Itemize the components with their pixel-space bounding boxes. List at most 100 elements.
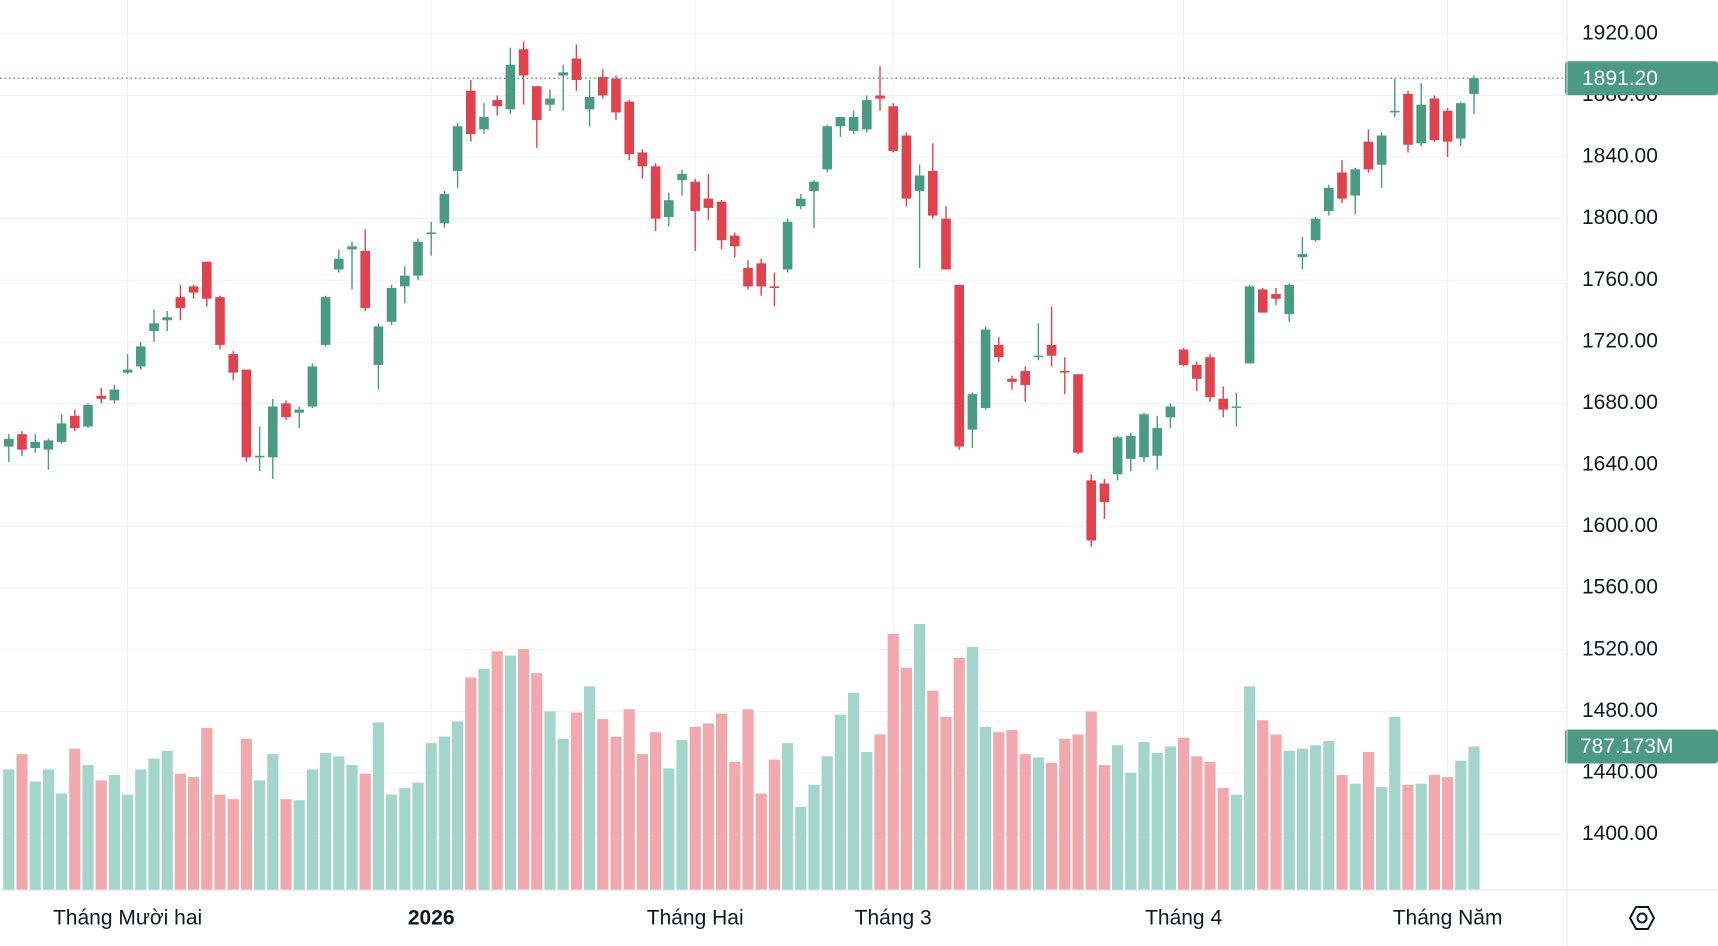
settings-icon[interactable]: [1628, 906, 1656, 930]
volume-bar: [821, 756, 833, 890]
x-tick-label: Tháng Mười hai: [53, 907, 202, 930]
volume-bar: [1257, 720, 1269, 890]
volume-bar: [980, 726, 992, 890]
volume-bar: [1006, 730, 1018, 890]
volume-bar: [1455, 760, 1467, 890]
volume-bar: [280, 799, 292, 890]
volume-bar: [293, 800, 305, 890]
candle-body: [1165, 406, 1176, 418]
candle-body: [848, 117, 859, 131]
candle-body: [1456, 103, 1466, 139]
volume-bar: [148, 758, 160, 890]
volume-bar: [834, 714, 846, 890]
volume-bar: [663, 768, 675, 890]
volume-bar: [438, 736, 450, 890]
y-tick-label: 1520.00: [1582, 637, 1658, 660]
candle-body: [928, 170, 938, 216]
candle-body: [1152, 428, 1162, 456]
volume-bar: [174, 773, 186, 890]
candle-body: [967, 394, 978, 430]
candle-body: [188, 286, 199, 293]
candle-body: [677, 173, 687, 181]
candle-body: [598, 76, 608, 96]
candle-body: [796, 198, 806, 207]
candle-body: [162, 317, 172, 321]
candle-body: [545, 98, 555, 105]
volume-bar: [1138, 742, 1150, 890]
y-tick-label: 1640.00: [1582, 453, 1658, 476]
candle-body: [716, 201, 727, 241]
x-tick-label: Tháng Hai: [647, 907, 744, 930]
candle-body: [518, 49, 529, 76]
candle-body: [769, 286, 780, 288]
volume-bar: [1244, 686, 1256, 890]
candle-body: [954, 284, 964, 447]
volume-bar: [1468, 746, 1480, 890]
volume-label-box: [1565, 729, 1718, 764]
volume-bar: [333, 756, 345, 890]
candle-body: [175, 297, 186, 308]
candle-body: [1178, 349, 1189, 365]
volume-bar: [716, 713, 728, 890]
volume-bar: [1428, 774, 1440, 890]
candle-body: [980, 329, 991, 409]
volume-bar: [465, 677, 477, 890]
candle-body: [426, 232, 436, 235]
candle-body: [202, 261, 212, 299]
candle-body: [1324, 187, 1334, 211]
volume-bar: [412, 782, 424, 890]
volume-bar: [425, 743, 437, 890]
x-tick-label: 2026: [408, 907, 455, 930]
volume-bar: [848, 692, 860, 890]
volume-bar: [1217, 788, 1229, 890]
volume-bar: [650, 732, 662, 890]
volume-bar: [531, 673, 543, 890]
volume-bar: [478, 668, 490, 890]
candle-body: [122, 369, 133, 373]
candle-body: [1284, 284, 1294, 315]
candle-body: [782, 221, 793, 270]
y-tick-label: 1680.00: [1582, 391, 1658, 414]
candle-body: [1086, 480, 1096, 541]
volume-bar: [254, 780, 266, 890]
volume-bar: [584, 686, 596, 890]
candle-body: [1429, 98, 1440, 141]
candle-body: [862, 100, 872, 130]
volume-bar: [557, 738, 569, 890]
candle-body: [532, 86, 542, 121]
candle-body: [386, 287, 397, 322]
volume-bar: [861, 751, 873, 890]
volume-bar: [161, 750, 173, 890]
volume-bar: [676, 739, 688, 890]
candle-body: [888, 106, 898, 151]
candle-body: [320, 297, 331, 345]
candle-body: [1244, 286, 1255, 364]
settings-dot: [1636, 912, 1648, 924]
volume-bar: [768, 759, 780, 890]
candle-pane: [4, 41, 1479, 547]
candle-body: [743, 267, 753, 287]
candle-body: [400, 275, 410, 287]
candle-body: [1139, 414, 1149, 458]
grid: [0, 0, 1567, 890]
candle-body: [334, 258, 344, 270]
volume-bar: [1402, 784, 1414, 890]
volume-bar: [491, 651, 503, 890]
volume-bar: [359, 773, 371, 890]
volume-bar: [966, 646, 978, 890]
candle-body: [584, 97, 595, 110]
candle-body: [1403, 93, 1413, 145]
candle-body: [1231, 406, 1242, 408]
candle-body: [307, 366, 318, 407]
candle-body: [96, 395, 106, 399]
candle-body: [466, 90, 476, 134]
price-label-box: [1565, 61, 1718, 96]
candle-body: [1205, 357, 1215, 398]
volume-bar: [1098, 765, 1110, 890]
volume-bar: [240, 738, 252, 890]
volume-bar: [504, 655, 516, 890]
candle-body: [835, 117, 846, 127]
candle-body: [4, 438, 14, 447]
volume-bar: [887, 633, 899, 890]
